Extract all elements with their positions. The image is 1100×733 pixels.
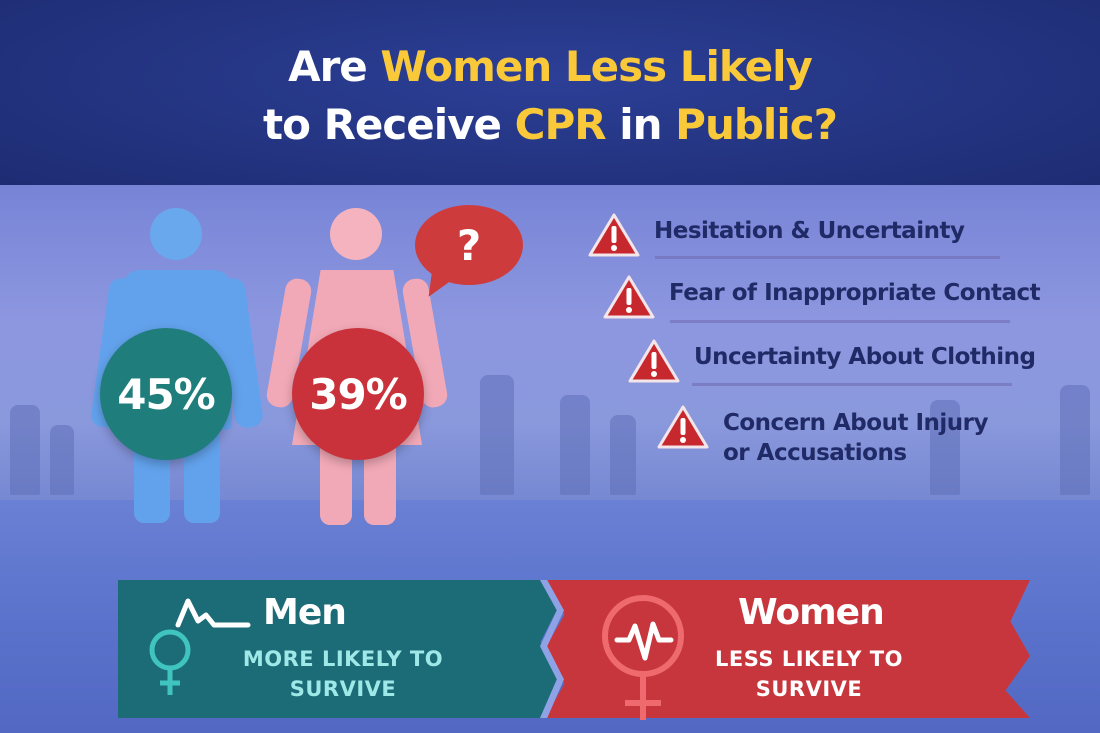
warning-icon xyxy=(588,212,640,258)
warning-icon xyxy=(603,274,655,320)
question-bubble-icon: ? xyxy=(415,205,523,285)
reason-label: Concern About Injury or Accusations xyxy=(723,410,988,466)
men-percent-badge: 45% xyxy=(100,328,232,460)
reason-item: Hesitation & Uncertainty xyxy=(588,212,965,258)
heartbeat-gender-icon xyxy=(149,598,251,695)
warning-icon xyxy=(657,404,709,450)
reason-label: Fear of Inappropriate Contact xyxy=(669,280,1041,306)
women-percent-badge: 39% xyxy=(292,328,424,460)
reason-item: Fear of Inappropriate Contact xyxy=(603,274,1041,320)
reason-label: Uncertainty About Clothing xyxy=(694,344,1036,370)
reason-item: Uncertainty About Clothing xyxy=(628,338,1036,384)
men-banner-subtitle: MORE LIKELY TO SURVIVE xyxy=(242,647,444,701)
men-banner-title: Men xyxy=(263,592,347,633)
reason-item: Concern About Injury or Accusations xyxy=(657,404,988,468)
page-title: Are Women Less Likely to Receive CPR in … xyxy=(263,42,838,149)
women-banner-subtitle: LESS LIKELY TO SURVIVE xyxy=(715,647,903,701)
heartbeat-female-icon xyxy=(602,595,684,720)
reason-label: Hesitation & Uncertainty xyxy=(654,218,965,244)
warning-icon xyxy=(628,338,680,384)
header-background xyxy=(0,0,1100,195)
women-banner-title: Women xyxy=(738,592,885,633)
